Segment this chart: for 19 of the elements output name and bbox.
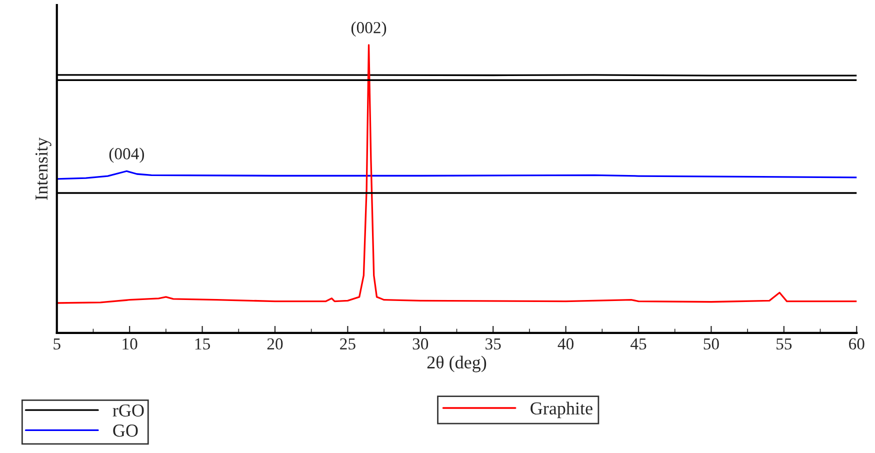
x-tick-label: 50 xyxy=(704,338,719,350)
x-tick-label: 35 xyxy=(486,338,501,350)
x-axis-title: 2θ (deg) xyxy=(427,356,486,372)
legend-label: Graphite xyxy=(530,402,592,418)
x-tick-label: 10 xyxy=(122,338,138,350)
annotation: (004) xyxy=(109,148,144,163)
x-tick-label: 20 xyxy=(267,338,283,350)
y-axis-title: Intensity xyxy=(35,137,52,200)
x-tick-label: 55 xyxy=(776,338,792,350)
x-tick-label: 30 xyxy=(412,338,428,350)
annotation: (002) xyxy=(351,22,386,37)
legend-label: rGO xyxy=(112,404,144,417)
x-tick-label: 40 xyxy=(558,338,574,350)
x-tick-label: 25 xyxy=(340,338,356,350)
x-tick-label: 15 xyxy=(195,338,210,350)
x-tick-label: 5 xyxy=(54,338,60,350)
x-tick-label: 60 xyxy=(849,338,864,350)
x-tick-label: 45 xyxy=(630,338,646,350)
legend-label: GO xyxy=(113,424,138,437)
